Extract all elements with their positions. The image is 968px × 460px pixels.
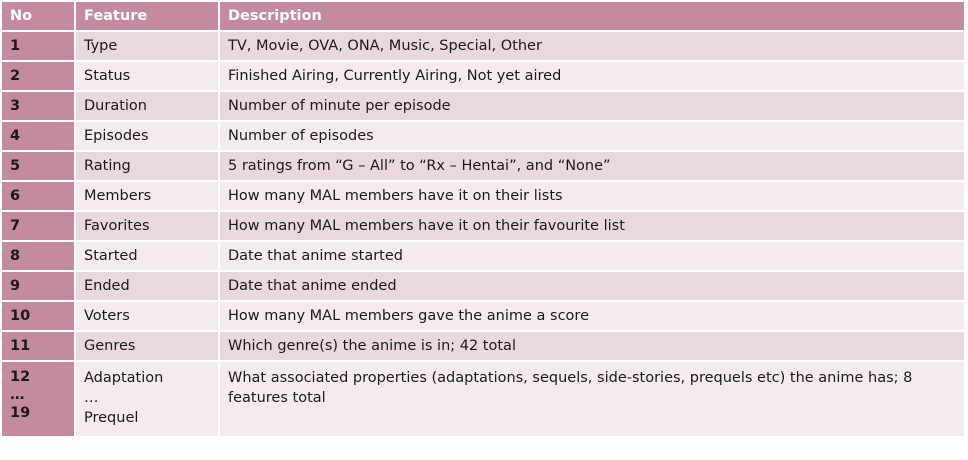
- row-description: Number of minute per episode: [220, 92, 964, 120]
- row-description: 5 ratings from “G – All” to “Rx – Hentai…: [220, 152, 964, 180]
- row-feature: Type: [76, 32, 218, 60]
- row-description: What associated properties (adaptations,…: [220, 362, 964, 436]
- table-row-grouped: 12 … 19 Adaptation … Prequel What associ…: [2, 362, 964, 436]
- row-feature: Ended: [76, 272, 218, 300]
- row-feature: Episodes: [76, 122, 218, 150]
- row-number: 5: [2, 152, 74, 180]
- row-feature: Members: [76, 182, 218, 210]
- row-feature-end: Prequel: [84, 410, 139, 426]
- row-number: 3: [2, 92, 74, 120]
- row-description: Number of episodes: [220, 122, 964, 150]
- header-description: Description: [220, 2, 964, 30]
- row-feature-start: Adaptation: [84, 370, 164, 386]
- table-row: 3 Duration Number of minute per episode: [2, 92, 964, 120]
- row-feature: Voters: [76, 302, 218, 330]
- row-feature: Status: [76, 62, 218, 90]
- row-feature-ellipsis: …: [84, 390, 99, 406]
- row-description: Which genre(s) the anime is in; 42 total: [220, 332, 964, 360]
- row-description: Date that anime started: [220, 242, 964, 270]
- row-number: 8: [2, 242, 74, 270]
- row-feature: Rating: [76, 152, 218, 180]
- row-description: Finished Airing, Currently Airing, Not y…: [220, 62, 964, 90]
- row-description: Date that anime ended: [220, 272, 964, 300]
- row-feature-range: Adaptation … Prequel: [76, 362, 218, 436]
- table-row: 9 Ended Date that anime ended: [2, 272, 964, 300]
- table-row: 7 Favorites How many MAL members have it…: [2, 212, 964, 240]
- row-description: How many MAL members have it on their fa…: [220, 212, 964, 240]
- row-description: How many MAL members have it on their li…: [220, 182, 964, 210]
- table-row: 4 Episodes Number of episodes: [2, 122, 964, 150]
- table-row: 2 Status Finished Airing, Currently Airi…: [2, 62, 964, 90]
- row-feature: Genres: [76, 332, 218, 360]
- row-number: 4: [2, 122, 74, 150]
- header-no: No: [2, 2, 74, 30]
- header-feature: Feature: [76, 2, 218, 30]
- row-number: 1: [2, 32, 74, 60]
- row-feature: Favorites: [76, 212, 218, 240]
- row-feature: Started: [76, 242, 218, 270]
- table-row: 6 Members How many MAL members have it o…: [2, 182, 964, 210]
- row-number: 2: [2, 62, 74, 90]
- table-row: 10 Voters How many MAL members gave the …: [2, 302, 964, 330]
- features-table: No Feature Description 1 Type TV, Movie,…: [2, 2, 964, 436]
- row-number-end: 19: [10, 405, 31, 421]
- row-number: 11: [2, 332, 74, 360]
- table-row: 8 Started Date that anime started: [2, 242, 964, 270]
- header-row: No Feature Description: [2, 2, 964, 30]
- row-number: 9: [2, 272, 74, 300]
- row-number-range: 12 … 19: [2, 362, 74, 436]
- row-number-ellipsis: …: [10, 387, 25, 403]
- row-number: 6: [2, 182, 74, 210]
- table-row: 5 Rating 5 ratings from “G – All” to “Rx…: [2, 152, 964, 180]
- row-feature: Duration: [76, 92, 218, 120]
- table-body: 1 Type TV, Movie, OVA, ONA, Music, Speci…: [2, 32, 964, 436]
- row-number: 7: [2, 212, 74, 240]
- table-row: 1 Type TV, Movie, OVA, ONA, Music, Speci…: [2, 32, 964, 60]
- row-description: How many MAL members gave the anime a sc…: [220, 302, 964, 330]
- row-number: 10: [2, 302, 74, 330]
- row-number-start: 12: [10, 369, 31, 385]
- table-row: 11 Genres Which genre(s) the anime is in…: [2, 332, 964, 360]
- row-description: TV, Movie, OVA, ONA, Music, Special, Oth…: [220, 32, 964, 60]
